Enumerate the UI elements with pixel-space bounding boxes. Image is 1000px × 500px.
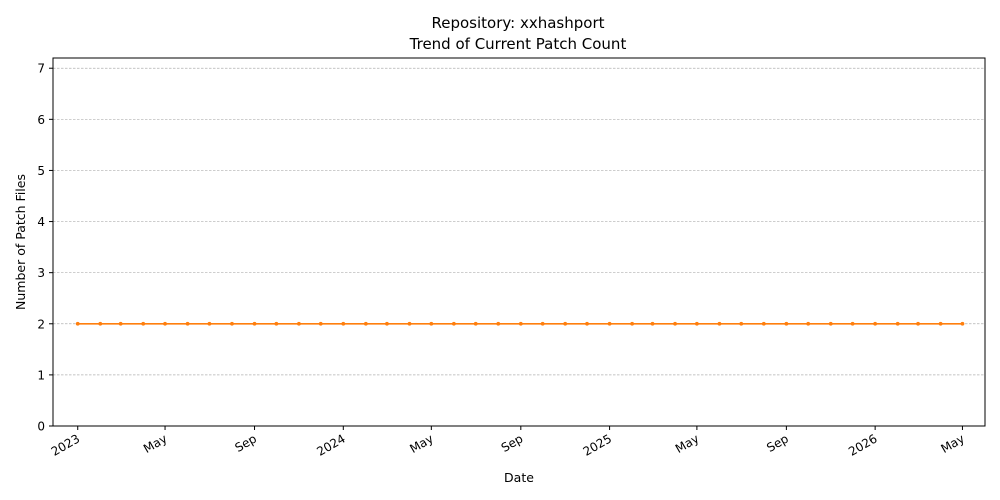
data-point [850, 321, 855, 326]
data-point [828, 321, 833, 326]
data-point [630, 321, 635, 326]
plot-area-frame [52, 57, 986, 427]
x-tick-label: May [673, 431, 701, 456]
x-tick-label: Sep [764, 431, 791, 454]
data-point [297, 321, 301, 326]
data-point [451, 321, 456, 326]
data-point [540, 321, 545, 326]
data-point [473, 321, 478, 326]
data-point [341, 321, 346, 326]
data-point [518, 321, 523, 326]
x-tick-label: May [938, 431, 966, 456]
data-point [163, 321, 167, 326]
y-tick-label: 6 [37, 113, 45, 127]
y-tick-label: 2 [37, 317, 45, 331]
x-tick-label: 2026 [846, 431, 879, 458]
data-point [650, 321, 655, 326]
y-tick-label: 1 [37, 368, 45, 382]
data-point [806, 321, 811, 326]
x-tick-label: 2024 [314, 431, 347, 458]
data-point [318, 321, 323, 326]
y-axis-ticks: 0 1 2 3 4 5 6 7 [37, 62, 53, 434]
data-point [717, 321, 722, 326]
grid-lines [53, 67, 985, 427]
data-point [185, 321, 190, 326]
data-point [916, 321, 920, 326]
chart-title-line2: Trend of Current Patch Count [409, 35, 627, 53]
data-point [960, 321, 965, 326]
series-layer [75, 321, 965, 326]
data-point [895, 321, 900, 326]
x-tick-label: 2023 [49, 431, 82, 458]
data-point [873, 321, 878, 326]
data-point [363, 321, 368, 326]
chart-title-line1: Repository: xxhashport [431, 14, 604, 32]
data-point [385, 321, 389, 326]
x-tick-label: May [141, 431, 169, 456]
y-tick-label: 7 [37, 62, 45, 76]
data-point [585, 321, 589, 326]
x-axis-label: Date [504, 470, 534, 485]
data-point [141, 321, 146, 326]
data-point [694, 321, 699, 326]
data-point [98, 321, 103, 326]
y-tick-label: 5 [37, 164, 45, 178]
data-point [429, 321, 434, 326]
data-point [230, 321, 234, 326]
y-tick-label: 0 [37, 420, 45, 434]
data-point [673, 321, 677, 326]
x-axis-ticks: 2023 May Sep 2024 May Sep 2025 May Sep 2026 May [49, 426, 967, 459]
data-point [761, 321, 766, 326]
y-tick-label: 4 [37, 215, 45, 229]
data-point [75, 321, 80, 326]
data-point [407, 321, 412, 326]
y-axis-label: Number of Patch Files [13, 174, 28, 310]
data-point [496, 321, 501, 326]
data-point [607, 321, 612, 326]
y-tick-label: 3 [37, 266, 45, 280]
data-point [207, 321, 212, 326]
data-point [784, 321, 789, 326]
data-point [739, 321, 744, 326]
x-tick-label: May [407, 431, 435, 456]
data-point [563, 321, 568, 326]
data-point [118, 321, 123, 326]
x-tick-label: Sep [232, 431, 259, 454]
data-point [274, 321, 279, 326]
data-point [252, 321, 257, 326]
x-tick-label: 2025 [581, 431, 614, 458]
x-tick-label: Sep [499, 431, 526, 454]
data-point [938, 321, 943, 326]
